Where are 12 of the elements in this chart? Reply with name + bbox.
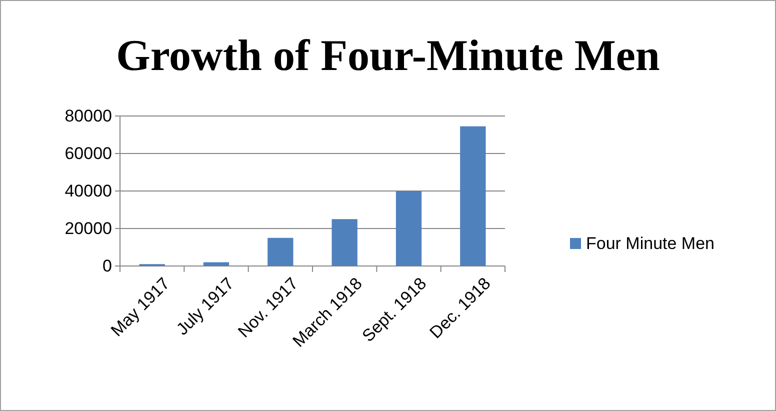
y-tick-label: 20000	[64, 218, 112, 238]
y-tick-label: 80000	[64, 106, 112, 126]
y-tick-label: 0	[102, 256, 112, 276]
bar	[396, 191, 422, 266]
y-tick-label: 40000	[64, 181, 112, 200]
bar	[332, 219, 358, 266]
bar	[203, 262, 230, 266]
bar	[460, 126, 486, 266]
legend-label: Four Minute Men	[586, 234, 714, 253]
chart-title: Growth of Four-Minute Men	[116, 31, 660, 80]
y-tick-label: 60000	[64, 144, 112, 163]
bar	[268, 238, 294, 266]
